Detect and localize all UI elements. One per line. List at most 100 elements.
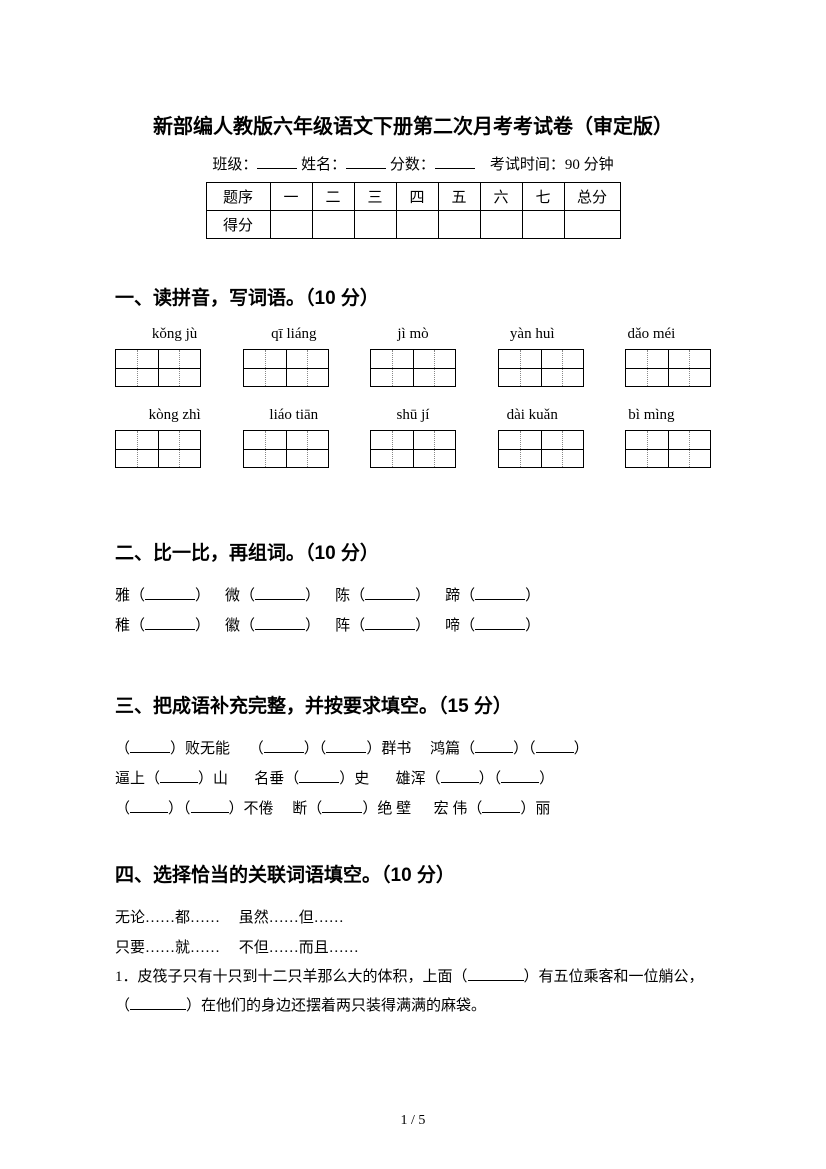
- txt: ）群书: [366, 741, 411, 757]
- blank[interactable]: [536, 740, 574, 754]
- char-box[interactable]: [498, 349, 584, 387]
- score-cell[interactable]: [354, 211, 396, 239]
- pinyin-item: dài kuǎn: [473, 407, 592, 424]
- blank[interactable]: [501, 770, 539, 784]
- blank[interactable]: [160, 770, 198, 784]
- blank[interactable]: [130, 740, 170, 754]
- txt: 雅（: [115, 588, 145, 604]
- txt: 宏 伟（: [434, 801, 483, 817]
- exam-title: 新部编人教版六年级语文下册第二次月考考试卷（审定版）: [115, 110, 711, 139]
- blank[interactable]: [322, 800, 362, 814]
- blank[interactable]: [264, 740, 304, 754]
- txt: ）: [415, 618, 430, 634]
- txt: 雄浑（: [396, 771, 441, 787]
- txt: 断（: [292, 801, 322, 817]
- score-cell[interactable]: [270, 211, 312, 239]
- blank[interactable]: [145, 617, 195, 631]
- opt4: 不但……而且……: [239, 940, 359, 956]
- class-label: 班级：: [212, 157, 257, 173]
- opt1: 无论……都……: [115, 910, 220, 926]
- score-cell[interactable]: [438, 211, 480, 239]
- txt: 陈（: [335, 588, 365, 604]
- class-blank[interactable]: [257, 168, 297, 169]
- q1-a: 1．皮筏子只有十只到十二只羊那么大的体积，上面（: [115, 969, 468, 985]
- char-box[interactable]: [498, 430, 584, 468]
- blank[interactable]: [468, 968, 524, 982]
- txt: ）不倦: [229, 801, 274, 817]
- txt: 逼上（: [115, 771, 160, 787]
- blank[interactable]: [482, 800, 520, 814]
- txt: ）: [195, 588, 210, 604]
- pinyin-item: shū jí: [353, 407, 472, 424]
- page-footer: 1 / 5: [0, 1113, 826, 1129]
- char-box[interactable]: [625, 430, 711, 468]
- txt: 微（: [225, 588, 255, 604]
- blank[interactable]: [365, 617, 415, 631]
- info-line: 班级： 姓名： 分数： 考试时间：90 分钟: [115, 153, 711, 174]
- section4-heading: 四、选择恰当的关联词语填空。（10 分）: [115, 860, 711, 887]
- score-hdr-5: 五: [438, 183, 480, 211]
- pinyin-item: dǎo méi: [592, 326, 711, 343]
- section3-body: （）败无能 （）（）群书 鸿篇（）（） 逼上（）山 名垂（）史 雄浑（）（） （…: [115, 734, 711, 824]
- blank[interactable]: [475, 587, 525, 601]
- score-table: 题序 一 二 三 四 五 六 七 总分 得分: [206, 182, 621, 239]
- section2-heading: 二、比一比，再组词。（10 分）: [115, 538, 711, 565]
- txt: ）: [574, 741, 589, 757]
- blank[interactable]: [191, 800, 229, 814]
- txt: ）: [525, 588, 540, 604]
- blank[interactable]: [145, 587, 195, 601]
- txt: （: [249, 741, 264, 757]
- blank[interactable]: [475, 617, 525, 631]
- blank[interactable]: [299, 770, 339, 784]
- pinyin-item: qī liáng: [234, 326, 353, 343]
- score-cell[interactable]: [396, 211, 438, 239]
- score-cell[interactable]: [564, 211, 620, 239]
- char-box[interactable]: [115, 349, 201, 387]
- boxes-row-1: [115, 349, 711, 387]
- pinyin-item: jì mò: [353, 326, 472, 343]
- section1-heading: 一、读拼音，写词语。（10 分）: [115, 283, 711, 310]
- score-cell[interactable]: [522, 211, 564, 239]
- blank[interactable]: [255, 587, 305, 601]
- name-blank[interactable]: [346, 168, 386, 169]
- score-hdr-4: 四: [396, 183, 438, 211]
- blank[interactable]: [130, 800, 168, 814]
- score-row-label: 得分: [206, 211, 270, 239]
- score-cell[interactable]: [480, 211, 522, 239]
- char-box[interactable]: [115, 430, 201, 468]
- pinyin-item: bì mìng: [592, 407, 711, 424]
- score-label: 分数：: [390, 157, 435, 173]
- blank[interactable]: [475, 740, 513, 754]
- name-label: 姓名：: [301, 157, 346, 173]
- pinyin-item: yàn huì: [473, 326, 592, 343]
- txt: ）: [305, 618, 320, 634]
- char-box[interactable]: [243, 430, 329, 468]
- score-hdr-2: 二: [312, 183, 354, 211]
- char-box[interactable]: [370, 430, 456, 468]
- txt: ）: [195, 618, 210, 634]
- pinyin-row-1: kǒng jù qī liáng jì mò yàn huì dǎo méi: [115, 326, 711, 343]
- char-box[interactable]: [370, 349, 456, 387]
- score-hdr-1: 一: [270, 183, 312, 211]
- txt: ）: [525, 618, 540, 634]
- txt: 阵（: [335, 618, 365, 634]
- txt: ）: [305, 588, 320, 604]
- q1-c: ）在他们的身边还摆着两只装得满满的麻袋。: [186, 998, 486, 1014]
- score-blank[interactable]: [435, 168, 475, 169]
- blank[interactable]: [255, 617, 305, 631]
- txt: （: [115, 741, 130, 757]
- char-box[interactable]: [625, 349, 711, 387]
- blank[interactable]: [130, 997, 186, 1011]
- txt: ）史: [339, 771, 369, 787]
- blank[interactable]: [441, 770, 479, 784]
- char-box[interactable]: [243, 349, 329, 387]
- pinyin-item: kòng zhì: [115, 407, 234, 424]
- score-hdr-0: 题序: [206, 183, 270, 211]
- txt: （: [115, 801, 130, 817]
- score-cell[interactable]: [312, 211, 354, 239]
- txt: ）丽: [520, 801, 550, 817]
- score-hdr-6: 六: [480, 183, 522, 211]
- txt: 稚（: [115, 618, 145, 634]
- blank[interactable]: [365, 587, 415, 601]
- blank[interactable]: [326, 740, 366, 754]
